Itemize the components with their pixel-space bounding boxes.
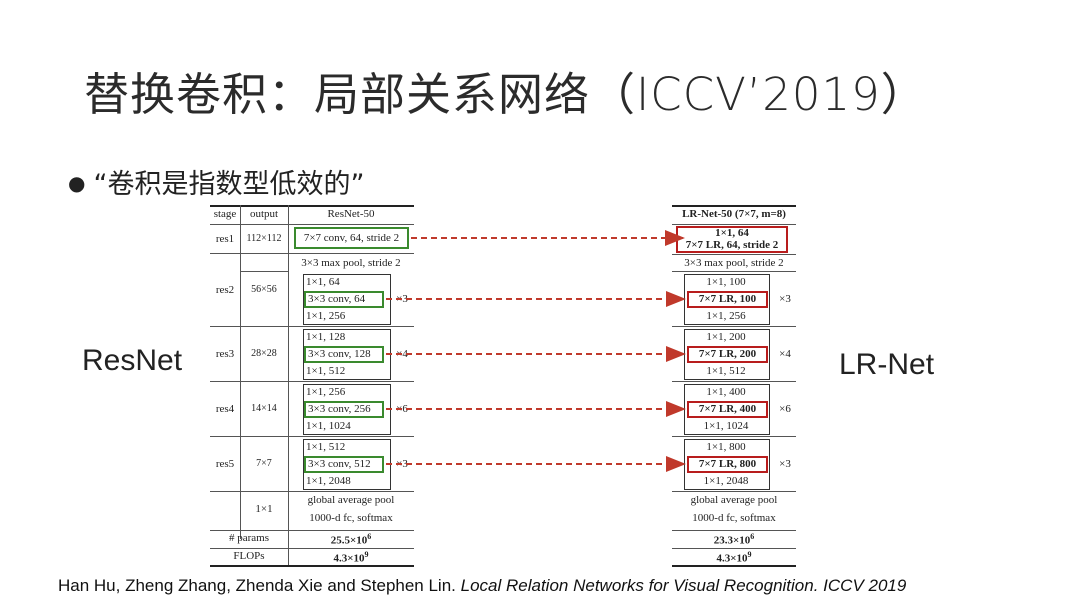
lrnet-table: LR-Net-50 (7×7, m=8) 1×1, 64 7×7 LR, 64,…: [672, 205, 797, 567]
resnet-final-fc: 1000-d fc, softmax: [309, 512, 393, 524]
header-output: output: [249, 208, 279, 220]
res4-conv-box: [304, 401, 384, 418]
lrnet-res5-box: [687, 456, 768, 473]
params-label: # params: [228, 532, 269, 544]
res3-stage: res3: [215, 348, 235, 360]
lrnet-params: 23.3×106: [713, 532, 755, 547]
bullet-point: ● “卷积是指数型低效的”: [68, 162, 364, 201]
lrnet-final-fc: 1000-d fc, softmax: [692, 512, 776, 524]
resnet-flops: 4.3×109: [333, 550, 369, 565]
lrnet-res5-l2: 7×7 LR, 800: [698, 458, 757, 470]
lrnet-res2-box: [687, 291, 768, 308]
lrnet-res2-l1: 1×1, 100: [706, 276, 746, 288]
lrnet-pool: 3×3 max pool, stride 2: [684, 257, 784, 269]
resnet-params: 25.5×106: [330, 532, 372, 547]
lrnet-final-pool: global average pool: [690, 494, 778, 506]
slide-title: 替换卷积：局部关系网络（ICCV’2019）: [84, 68, 927, 121]
bullet-dot-icon: ●: [68, 171, 86, 195]
final-output: 1×1: [255, 503, 273, 515]
res3-conv-box: [304, 346, 384, 363]
header-stage: stage: [213, 208, 237, 220]
lrnet-res3-l3: 1×1, 512: [706, 365, 746, 377]
lrnet-res2-mult: ×3: [779, 293, 791, 305]
lrnet-res3-l2: 7×7 LR, 200: [698, 348, 757, 360]
res1-output: 112×112: [246, 233, 282, 244]
resnet-pool: 3×3 max pool, stride 2: [301, 257, 401, 269]
lrnet-res5-l1: 1×1, 800: [706, 441, 746, 453]
lrnet-label: LR-Net: [839, 348, 935, 381]
res2-l2: 3×3 conv, 64: [308, 293, 366, 305]
res4-l3: 1×1, 1024: [306, 420, 351, 432]
bullet-text: “卷积是指数型低效的”: [93, 169, 365, 200]
res5-l2: 3×3 conv, 512: [308, 458, 371, 470]
res2-conv-box: [304, 291, 384, 308]
resnet-table: stage output ResNet-50 res1 112×112 7×7 …: [210, 205, 415, 567]
res5-stage: res5: [215, 458, 235, 470]
lrnet-res5-l3: 1×1, 2048: [703, 475, 749, 487]
resnet-final-pool: global average pool: [307, 494, 395, 506]
res1-conv-box: [294, 227, 409, 249]
lrnet-res1-b: 7×7 LR, 64, stride 2: [685, 239, 779, 251]
res4-stage: res4: [215, 403, 235, 415]
res3-l2: 3×3 conv, 128: [308, 348, 371, 360]
res1-conv: 7×7 conv, 64, stride 2: [303, 232, 400, 244]
lrnet-res4-l1: 1×1, 400: [706, 386, 746, 398]
lrnet-res4-l2: 7×7 LR, 400: [698, 403, 757, 415]
res5-conv-box: [304, 456, 384, 473]
res3-l3: 1×1, 512: [306, 365, 346, 377]
lrnet-res2-l3: 1×1, 256: [706, 310, 746, 322]
res5-l1: 1×1, 512: [306, 441, 346, 453]
res2-output: 56×56: [251, 284, 277, 295]
res5-l3: 1×1, 2048: [306, 475, 351, 487]
citation-authors: Han Hu, Zheng Zhang, Zhenda Xie and Step…: [58, 576, 461, 595]
resnet-label: ResNet: [82, 344, 183, 377]
res4-l1: 1×1, 256: [306, 386, 346, 398]
res1-stage: res1: [215, 233, 235, 245]
lrnet-header: LR-Net-50 (7×7, m=8): [682, 208, 786, 220]
flops-label: FLOPs: [233, 550, 265, 562]
lrnet-res3-mult: ×4: [779, 348, 791, 360]
lrnet-flops: 4.3×109: [716, 550, 752, 565]
res3-l1: 1×1, 128: [306, 331, 346, 343]
res2-l1: 1×1, 64: [306, 276, 340, 288]
res4-output: 14×14: [251, 403, 277, 414]
lrnet-res4-l3: 1×1, 1024: [703, 420, 749, 432]
lrnet-res4-mult: ×6: [779, 403, 791, 415]
header-resnet50: ResNet-50: [327, 208, 375, 220]
res5-output: 7×7: [256, 458, 272, 469]
lrnet-res5-mult: ×3: [779, 458, 791, 470]
res2-stage: res2: [215, 284, 235, 296]
res2-l3: 1×1, 256: [306, 310, 346, 322]
res4-l2: 3×3 conv, 256: [308, 403, 371, 415]
citation-title: Local Relation Networks for Visual Recog…: [460, 576, 907, 595]
res3-output: 28×28: [251, 348, 277, 359]
lrnet-res3-l1: 1×1, 200: [706, 331, 746, 343]
lrnet-res2-l2: 7×7 LR, 100: [698, 293, 757, 305]
lrnet-res4-box: [687, 401, 768, 418]
lrnet-res1-a: 1×1, 64: [715, 227, 749, 239]
citation: Han Hu, Zheng Zhang, Zhenda Xie and Step…: [58, 576, 906, 596]
lrnet-res3-box: [687, 346, 768, 363]
